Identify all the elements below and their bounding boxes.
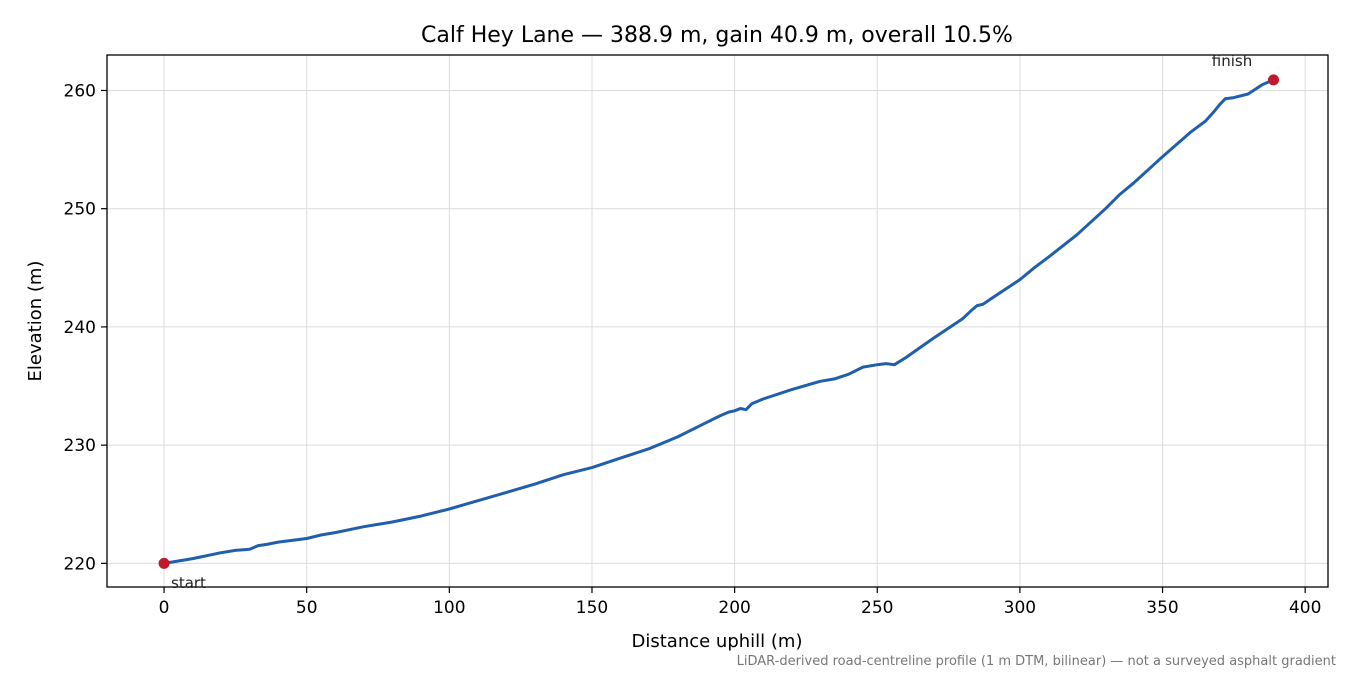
y-axis-ticks: 220 230 240 250 260 — [64, 81, 107, 574]
x-axis-ticks: 0 50 100 150 200 250 300 350 400 — [159, 587, 1321, 618]
grid-lines — [107, 55, 1328, 587]
finish-marker — [1268, 74, 1280, 86]
x-tick-label: 100 — [433, 598, 465, 618]
y-tick-label: 260 — [64, 81, 96, 101]
x-tick-label: 300 — [1004, 598, 1036, 618]
y-tick-label: 220 — [64, 554, 96, 574]
plot-area — [158, 74, 1280, 569]
x-tick-label: 200 — [718, 598, 750, 618]
x-axis-label: Distance uphill (m) — [632, 631, 803, 652]
finish-annotation: finish — [1212, 52, 1252, 70]
y-tick-label: 230 — [64, 436, 96, 456]
start-marker — [158, 557, 170, 569]
x-tick-label: 150 — [576, 598, 608, 618]
chart-title: Calf Hey Lane — 388.9 m, gain 40.9 m, ov… — [421, 23, 1013, 48]
y-axis-label: Elevation (m) — [25, 261, 46, 382]
y-tick-label: 250 — [64, 200, 96, 220]
y-tick-label: 240 — [64, 318, 96, 338]
x-tick-label: 400 — [1289, 598, 1321, 618]
x-tick-label: 250 — [861, 598, 893, 618]
footnote: LiDAR-derived road-centreline profile (1… — [737, 654, 1336, 669]
start-annotation: start — [171, 574, 206, 592]
x-tick-label: 50 — [296, 598, 318, 618]
elevation-line — [162, 78, 1275, 565]
x-tick-label: 0 — [159, 598, 170, 618]
plot-frame — [106, 54, 1329, 588]
x-tick-label: 350 — [1146, 598, 1178, 618]
